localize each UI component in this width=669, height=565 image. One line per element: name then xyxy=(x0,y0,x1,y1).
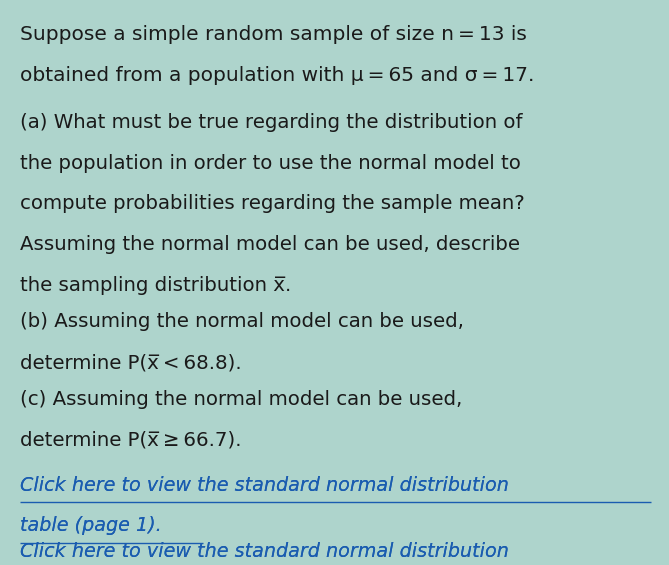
Text: the population in order to use the normal model to: the population in order to use the norma… xyxy=(20,154,521,173)
Text: Click here to view the standard normal distribution: Click here to view the standard normal d… xyxy=(20,476,509,495)
Text: the sampling distribution x̅.: the sampling distribution x̅. xyxy=(20,276,291,295)
Text: Click here to view the standard normal distribution: Click here to view the standard normal d… xyxy=(20,542,509,562)
Text: determine P(x̅ < 68.8).: determine P(x̅ < 68.8). xyxy=(20,353,242,372)
Text: (b) Assuming the normal model can be used,: (b) Assuming the normal model can be use… xyxy=(20,312,464,332)
Text: Click here to view the standard normal distribution: Click here to view the standard normal d… xyxy=(20,542,509,562)
Text: (a) What must be true regarding the distribution of: (a) What must be true regarding the dist… xyxy=(20,113,522,132)
Text: Click here to view the standard normal distribution: Click here to view the standard normal d… xyxy=(20,476,509,495)
Text: obtained from a population with μ = 65 and σ = 17.: obtained from a population with μ = 65 a… xyxy=(20,66,535,85)
Text: table (page 1).: table (page 1). xyxy=(20,516,162,536)
Text: table (page 1).: table (page 1). xyxy=(20,516,162,536)
Text: compute probabilities regarding the sample mean?: compute probabilities regarding the samp… xyxy=(20,194,524,214)
Text: determine P(x̅ ≥ 66.7).: determine P(x̅ ≥ 66.7). xyxy=(20,431,242,450)
Text: Suppose a simple random sample of size n = 13 is: Suppose a simple random sample of size n… xyxy=(20,25,527,45)
Text: (c) Assuming the normal model can be used,: (c) Assuming the normal model can be use… xyxy=(20,390,462,409)
Text: Assuming the normal model can be used, describe: Assuming the normal model can be used, d… xyxy=(20,235,520,254)
